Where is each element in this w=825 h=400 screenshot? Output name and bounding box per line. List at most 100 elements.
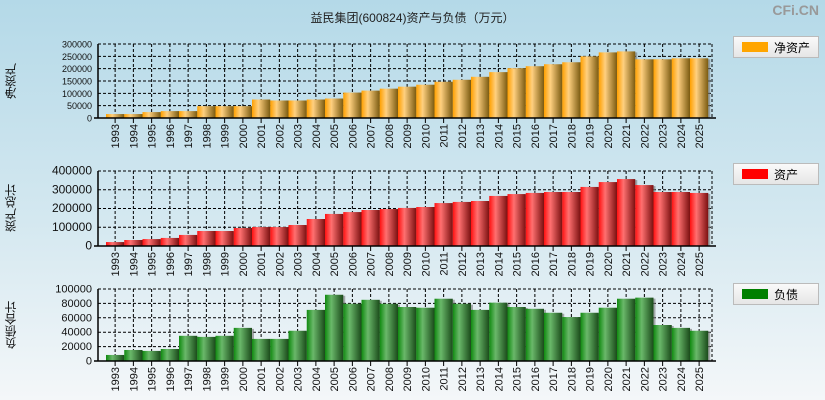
x-tick-label: 1996 bbox=[165, 367, 177, 391]
bar-1995 bbox=[142, 239, 161, 246]
x-tick-label: 1994 bbox=[128, 367, 140, 391]
bar-2008 bbox=[379, 303, 398, 361]
bar-2021 bbox=[617, 51, 636, 118]
y-tick-label: 50000 bbox=[67, 101, 92, 111]
bar-2005 bbox=[325, 98, 344, 118]
bar-2018 bbox=[562, 317, 581, 361]
x-tick-label: 1993 bbox=[110, 124, 122, 148]
bar-2008 bbox=[379, 88, 398, 118]
x-tick-label: 2021 bbox=[621, 367, 633, 391]
x-tick-label: 2008 bbox=[384, 252, 396, 276]
bar-2010 bbox=[416, 207, 435, 246]
x-tick-label: 2025 bbox=[694, 252, 706, 276]
bar-2007 bbox=[361, 90, 380, 118]
bar-2022 bbox=[635, 59, 654, 118]
x-tick-label: 2017 bbox=[548, 367, 560, 391]
bar-1995 bbox=[142, 112, 161, 118]
bar-2015 bbox=[507, 194, 526, 246]
x-tick-label: 2025 bbox=[694, 367, 706, 391]
x-tick-label: 2011 bbox=[439, 124, 451, 148]
bar-1997 bbox=[179, 111, 198, 118]
legend-label: 资产 bbox=[774, 167, 799, 182]
legend-assets: 资产 bbox=[733, 163, 819, 185]
bar-2025 bbox=[690, 330, 709, 361]
x-tick-label: 2014 bbox=[493, 252, 505, 276]
x-tick-label: 2019 bbox=[585, 252, 597, 276]
x-tick-label: 2005 bbox=[329, 252, 341, 276]
x-tick-label: 1997 bbox=[183, 124, 195, 148]
legend-liabilities: 负债 bbox=[733, 283, 819, 305]
x-tick-label: 2011 bbox=[439, 367, 451, 391]
legend-swatch-liabilities bbox=[742, 289, 768, 299]
x-tick-label: 2023 bbox=[658, 252, 670, 276]
x-tick-label: 1998 bbox=[201, 367, 213, 391]
bar-2003 bbox=[288, 225, 307, 246]
y-tick-label: 200000 bbox=[52, 201, 92, 215]
bar-1993 bbox=[106, 242, 125, 246]
y-tick-label: 150000 bbox=[62, 77, 92, 87]
x-tick-label: 1997 bbox=[183, 252, 195, 276]
bar-2011 bbox=[434, 81, 453, 118]
bar-2018 bbox=[562, 192, 581, 246]
bar-2013 bbox=[471, 309, 490, 361]
x-tick-label: 1998 bbox=[201, 252, 213, 276]
x-tick-label: 1999 bbox=[220, 252, 232, 276]
bar-2001 bbox=[252, 99, 271, 118]
bar-2018 bbox=[562, 62, 581, 118]
x-tick-label: 2001 bbox=[256, 252, 268, 276]
bar-2002 bbox=[270, 338, 289, 361]
bar-2011 bbox=[434, 203, 453, 246]
bar-2007 bbox=[361, 210, 380, 246]
bar-2004 bbox=[306, 99, 325, 118]
x-tick-label: 2008 bbox=[384, 124, 396, 148]
bar-2016 bbox=[525, 308, 544, 361]
bar-2006 bbox=[343, 212, 362, 246]
x-tick-label: 2010 bbox=[420, 367, 432, 391]
legend-swatch-equity bbox=[742, 42, 768, 52]
y-tick-label: 0 bbox=[87, 114, 92, 124]
bar-1997 bbox=[179, 234, 198, 246]
x-tick-label: 2021 bbox=[621, 252, 633, 276]
bar-1993 bbox=[106, 354, 125, 361]
bar-2001 bbox=[252, 338, 271, 361]
bar-2012 bbox=[452, 79, 471, 118]
x-tick-label: 2015 bbox=[512, 252, 524, 276]
x-tick-label: 1993 bbox=[110, 252, 122, 276]
legend-swatch-assets bbox=[742, 169, 768, 179]
x-tick-label: 2022 bbox=[639, 367, 651, 391]
x-tick-label: 2023 bbox=[658, 124, 670, 148]
x-tick-label: 2015 bbox=[512, 367, 524, 391]
bar-2008 bbox=[379, 209, 398, 246]
x-tick-label: 2019 bbox=[585, 367, 597, 391]
bar-2009 bbox=[398, 307, 417, 361]
legend-equity: 净资产 bbox=[733, 36, 819, 58]
y-tick-label: 80000 bbox=[61, 298, 92, 310]
x-tick-label: 1999 bbox=[220, 367, 232, 391]
x-tick-label: 1999 bbox=[220, 124, 232, 148]
bar-2023 bbox=[653, 192, 672, 246]
x-tick-label: 2006 bbox=[347, 367, 359, 391]
bar-2023 bbox=[653, 59, 672, 118]
x-tick-label: 2009 bbox=[402, 367, 414, 391]
bar-2005 bbox=[325, 213, 344, 246]
x-tick-label: 2024 bbox=[676, 367, 688, 391]
bar-1999 bbox=[215, 106, 234, 118]
x-tick-label: 1998 bbox=[201, 124, 213, 148]
y-tick-label: 0 bbox=[85, 239, 92, 253]
x-tick-label: 2020 bbox=[603, 252, 615, 276]
x-tick-label: 2011 bbox=[439, 252, 451, 276]
y-tick-label: 0 bbox=[86, 356, 92, 368]
y-tick-label: 200000 bbox=[62, 64, 92, 74]
bar-2000 bbox=[233, 106, 252, 118]
bar-1996 bbox=[160, 237, 179, 246]
x-tick-label: 2002 bbox=[274, 367, 286, 391]
bar-1997 bbox=[179, 335, 198, 361]
bar-2004 bbox=[306, 309, 325, 361]
x-tick-label: 2021 bbox=[621, 124, 633, 148]
bar-2020 bbox=[598, 182, 617, 246]
bar-1996 bbox=[160, 111, 179, 118]
watermark-logo: CFi.CN bbox=[772, 2, 819, 18]
bar-2010 bbox=[416, 307, 435, 361]
bar-2000 bbox=[233, 228, 252, 246]
bar-2023 bbox=[653, 325, 672, 361]
